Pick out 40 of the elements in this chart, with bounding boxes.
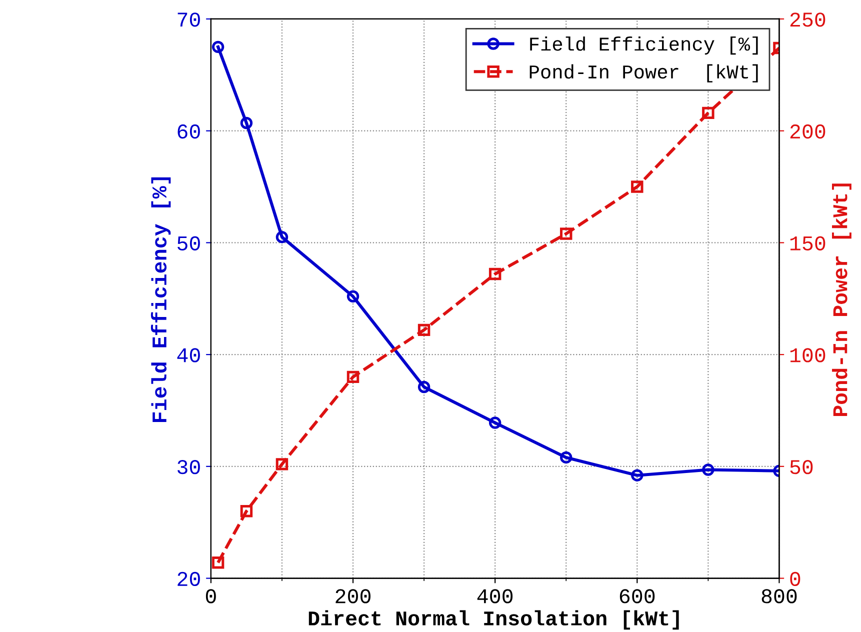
y2-axis-title: Pond-In Power [kWt]: [832, 184, 852, 416]
point: [702, 106, 714, 120]
point: [488, 268, 502, 280]
x-tick-label: 0: [206, 589, 216, 604]
point: [346, 370, 360, 384]
y-tick-label: 70: [178, 12, 200, 27]
x-tick-label: 200: [336, 589, 370, 604]
point: [418, 324, 430, 336]
y-tick-label: 50: [178, 236, 200, 250]
y-tick-label: 40: [177, 348, 200, 362]
y2-tick-label: 150: [790, 236, 826, 250]
y2-tick-label: 100: [790, 348, 826, 362]
y2-tick-label: 0: [790, 572, 800, 586]
y2-tick-label: 50: [790, 460, 813, 474]
point: [560, 228, 572, 240]
point: [488, 416, 502, 429]
point: [212, 556, 224, 569]
x-tick-label: 400: [477, 589, 513, 604]
point: [702, 464, 714, 476]
legend-label: Pond-In Power [kWt]: [530, 64, 758, 82]
x-tick-label: 800: [762, 589, 797, 604]
point: [631, 469, 644, 482]
point: [240, 116, 253, 130]
y-axis-title: Field Efficiency [%]: [150, 177, 171, 422]
point: [418, 380, 430, 394]
y2-tick-label: 250: [790, 12, 826, 27]
x-axis-title: Direct Normal Insolation [kWt]: [308, 610, 679, 630]
y-tick-label: 30: [178, 460, 200, 474]
x-tick-label: 600: [620, 589, 655, 604]
point: [212, 40, 224, 54]
legend-label: Field Efficiency [%]: [530, 36, 758, 55]
y-tick-label: 20: [178, 572, 200, 586]
point: [276, 230, 288, 244]
point: [276, 458, 288, 470]
y2-tick-label: 200: [790, 124, 826, 139]
point: [346, 290, 360, 302]
point: [240, 505, 253, 518]
y-tick-label: 60: [178, 124, 200, 139]
point: [560, 451, 572, 464]
point: [631, 180, 644, 193]
